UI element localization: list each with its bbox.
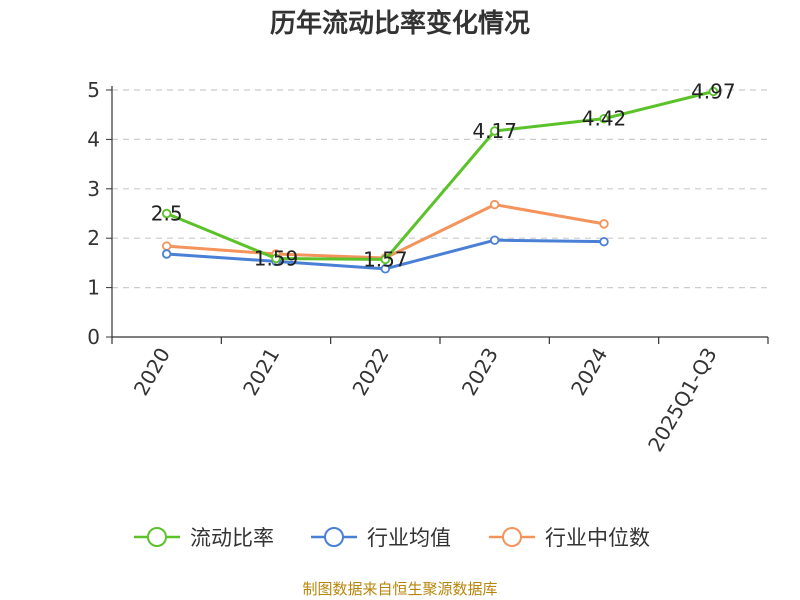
data-point	[489, 199, 500, 210]
axes: 0 1 2 3 4 5 2020 2021 2022 2023 2024 2025Q1-Q3	[87, 78, 769, 456]
data-point	[599, 236, 609, 247]
y-tick-label: 5	[87, 78, 100, 102]
data-point	[380, 254, 391, 265]
legend-label: 行业均值	[367, 526, 451, 550]
legend-label: 行业中位数	[545, 526, 650, 550]
data-point	[708, 86, 719, 97]
data-point	[161, 249, 172, 259]
chart-title: 历年流动比率变化情况	[270, 8, 530, 39]
data-label: 1.59	[254, 246, 299, 270]
data-point	[271, 253, 281, 264]
legend-item[interactable]: 行业中位数	[489, 526, 650, 550]
legend-item[interactable]: 行业均值	[311, 526, 451, 550]
data-label: 4.42	[582, 107, 627, 131]
x-tick-label: 2023	[457, 343, 503, 399]
legend-marker	[147, 527, 167, 547]
data-point	[489, 126, 500, 136]
legend-marker	[324, 527, 344, 547]
data-label: 2.5	[151, 202, 183, 226]
x-tick-label: 2020	[129, 344, 175, 400]
data-labels: 2.5 1.59 1.57 4.17 4.42 4.97	[151, 79, 736, 271]
legend-item[interactable]: 流动比率	[134, 526, 274, 550]
y-tick-label: 4	[87, 127, 100, 151]
data-label: 1.57	[363, 247, 408, 271]
y-tick-label: 1	[87, 276, 100, 300]
data-point	[161, 208, 172, 219]
data-point	[599, 219, 609, 229]
x-tick-label: 2021	[238, 344, 284, 400]
x-tick-label: 2025Q1-Q3	[643, 344, 722, 456]
legend-marker	[502, 527, 522, 547]
y-tick-label: 2	[87, 226, 100, 250]
data-label: 4.97	[691, 79, 736, 103]
data-label: 4.17	[472, 119, 517, 143]
series-lines	[161, 86, 719, 274]
series-line-current-ratio	[166, 90, 714, 261]
legend: 流动比率 行业均值 行业中位数	[134, 526, 650, 550]
y-tick-label: 0	[87, 325, 100, 349]
data-point	[489, 235, 500, 245]
y-tick-label: 3	[87, 177, 100, 201]
data-point	[380, 264, 391, 274]
legend-label: 流动比率	[190, 526, 274, 550]
source-note: 制图数据来自恒生聚源数据库	[302, 580, 497, 598]
x-tick-label: 2024	[566, 344, 612, 400]
data-point	[161, 241, 172, 251]
x-tick-label: 2022	[347, 344, 393, 400]
data-point	[599, 113, 609, 124]
